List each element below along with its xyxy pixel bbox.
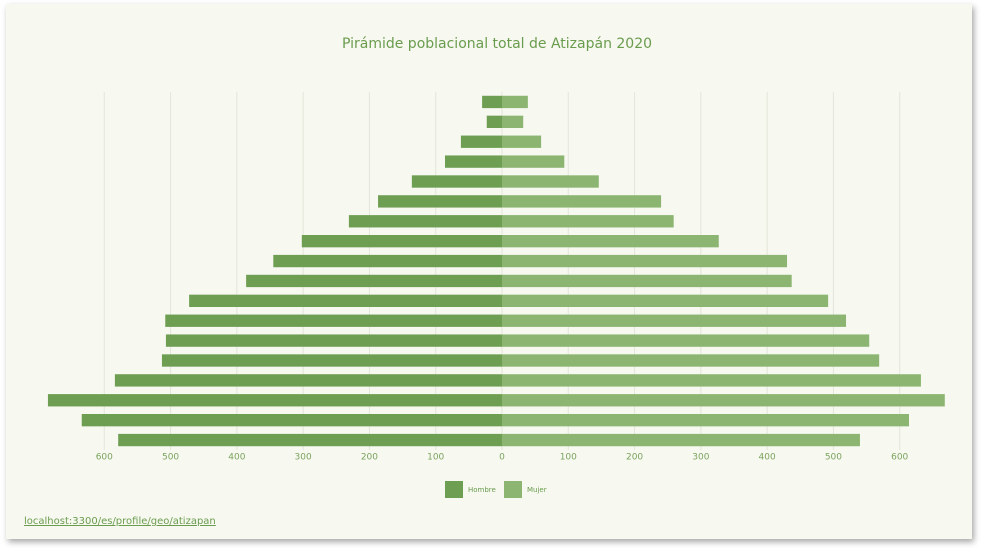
bar <box>189 294 503 307</box>
bar <box>502 414 909 427</box>
x-tick-label: 400 <box>759 453 776 463</box>
bar <box>378 195 502 208</box>
bar <box>502 394 945 407</box>
bar <box>411 175 502 188</box>
x-tick-label: 400 <box>228 453 245 463</box>
x-tick-label: 200 <box>361 453 378 463</box>
x-tick-label: 0 <box>499 453 505 463</box>
bar <box>502 294 829 307</box>
bar <box>273 254 502 268</box>
bar <box>502 354 880 367</box>
bar <box>482 95 502 109</box>
bar <box>246 274 502 288</box>
bar <box>502 215 674 228</box>
x-tick-label: 100 <box>427 453 444 463</box>
x-tick-label: 300 <box>295 453 312 463</box>
bar <box>502 95 528 109</box>
bar <box>460 135 502 148</box>
bar <box>502 155 565 168</box>
bar <box>161 354 502 367</box>
bar <box>502 334 870 347</box>
bar <box>502 314 847 327</box>
bar <box>502 254 788 268</box>
bar <box>502 195 662 208</box>
bar <box>47 394 502 407</box>
legend-label: Mujer <box>527 486 547 494</box>
bar <box>502 235 719 248</box>
chart-title: Pirámide poblacional total de Atizapán 2… <box>342 36 652 52</box>
bar <box>502 135 542 148</box>
bar <box>444 155 502 168</box>
bar <box>165 314 503 327</box>
x-tick-label: 600 <box>891 453 908 463</box>
x-tick-label: 500 <box>162 453 179 463</box>
bar <box>114 374 503 387</box>
bar <box>348 215 502 228</box>
x-tick-label: 300 <box>692 453 709 463</box>
bar <box>502 374 921 387</box>
card <box>6 4 972 539</box>
bar <box>502 115 524 128</box>
bar <box>502 433 860 447</box>
bar <box>118 433 502 447</box>
source-link[interactable]: localhost:3300/es/profile/geo/atizapan <box>24 516 216 527</box>
bar <box>81 414 503 427</box>
bar <box>486 115 502 128</box>
x-tick-label: 200 <box>626 453 643 463</box>
legend-swatch <box>504 481 522 498</box>
bar <box>165 334 502 347</box>
x-tick-label: 600 <box>96 453 113 463</box>
legend-swatch <box>445 481 463 498</box>
x-tick-label: 500 <box>825 453 842 463</box>
bar <box>301 235 502 248</box>
bar <box>502 175 599 188</box>
x-tick-label: 100 <box>560 453 577 463</box>
legend-label: Hombre <box>468 486 496 494</box>
bar <box>502 274 792 288</box>
